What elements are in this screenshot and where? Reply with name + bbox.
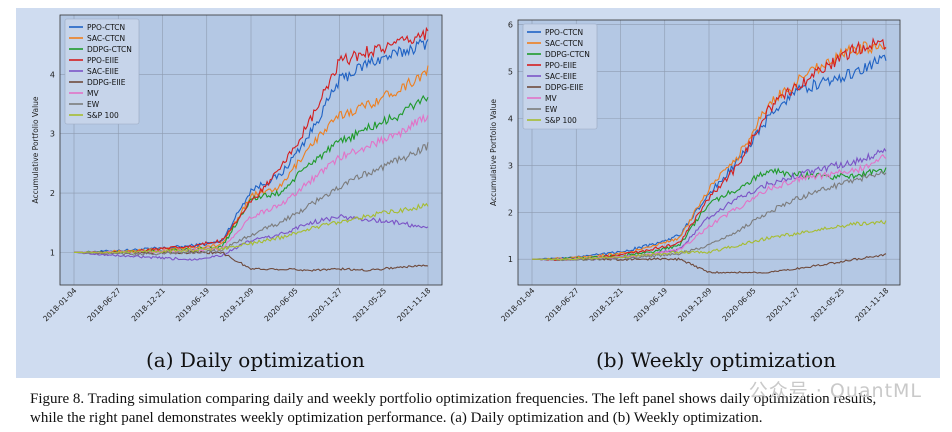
daily-legend-label: DDPG-EIIE bbox=[87, 78, 126, 87]
weekly-x-tick-label: 2021-05-25 bbox=[809, 286, 846, 323]
weekly-x-tick-label: 2021-11-18 bbox=[853, 286, 890, 323]
daily-y-tick-label: 4 bbox=[50, 70, 55, 79]
subcaption-daily: (a) Daily optimization bbox=[146, 348, 365, 372]
weekly-y-tick-label: 4 bbox=[508, 114, 513, 123]
daily-series-line bbox=[74, 142, 429, 256]
daily-legend-label: DDPG-CTCN bbox=[87, 45, 132, 54]
weekly-series-line bbox=[532, 219, 887, 261]
weekly-x-tick-label: 2019-12-09 bbox=[676, 286, 713, 323]
daily-legend-label: MV bbox=[87, 89, 99, 98]
weekly-legend-label: DDPG-CTCN bbox=[545, 50, 590, 59]
daily-legend-label: EW bbox=[87, 100, 100, 109]
daily-y-axis-label: Accumulative Portfolio Value bbox=[31, 96, 40, 203]
daily-x-tick-label: 2021-11-18 bbox=[395, 286, 432, 323]
daily-legend-label: SAC-CTCN bbox=[87, 34, 125, 43]
daily-chart: 1 2 3 4 2018-01-04 2018-06-27 2018-12-21 2019-0… bbox=[31, 14, 443, 323]
daily-x-tick-label: 2018-06-27 bbox=[85, 286, 122, 323]
weekly-y-tick-label: 3 bbox=[508, 161, 513, 170]
weekly-x-tick-label: 2020-06-05 bbox=[720, 286, 757, 323]
weekly-series-line bbox=[531, 54, 887, 260]
weekly-legend-label: EW bbox=[545, 105, 558, 114]
daily-legend-label: S&P 100 bbox=[87, 111, 119, 120]
weekly-y-tick-label: 1 bbox=[508, 255, 513, 264]
daily-x-tick-label: 2019-12-09 bbox=[218, 286, 255, 323]
weekly-x-tick-label: 2019-06-19 bbox=[632, 286, 669, 323]
weekly-legend-label: PPO-EIIE bbox=[545, 61, 577, 70]
daily-series-line bbox=[74, 202, 429, 254]
weekly-legend-label: MV bbox=[545, 94, 557, 103]
caption-line-2: while the right panel demonstrates weekl… bbox=[30, 410, 763, 426]
weekly-legend-label: PPO-CTCN bbox=[545, 28, 583, 37]
weekly-y-tick-label: 2 bbox=[508, 208, 513, 217]
daily-y-tick-label: 3 bbox=[50, 130, 55, 139]
weekly-legend-label: SAC-CTCN bbox=[545, 39, 583, 48]
daily-plot-frame bbox=[59, 14, 443, 286]
weekly-x-tick-label: 2018-01-04 bbox=[499, 286, 536, 323]
weekly-series-line bbox=[531, 170, 887, 262]
daily-legend-label: SAC-EIIE bbox=[87, 67, 119, 76]
weekly-y-axis-label: Accumulative Portfolio Value bbox=[489, 99, 498, 206]
daily-x-tick-label: 2020-11-27 bbox=[307, 286, 344, 323]
daily-legend-box bbox=[64, 18, 140, 125]
daily-x-tick-label: 2019-06-19 bbox=[174, 286, 211, 323]
daily-x-tick-label: 2018-01-04 bbox=[41, 286, 78, 323]
weekly-plot-frame bbox=[517, 19, 901, 286]
weekly-series-line bbox=[532, 41, 887, 260]
weekly-legend-box bbox=[522, 23, 598, 130]
weekly-legend-label: S&P 100 bbox=[545, 116, 577, 125]
daily-series-line bbox=[73, 65, 429, 254]
watermark-text: 公众号 · QuantML bbox=[748, 380, 922, 402]
daily-y-tick-label: 1 bbox=[50, 248, 55, 257]
figure-caption: Figure 8. Trading simulation comparing d… bbox=[30, 390, 930, 428]
weekly-x-tick-label: 2020-11-27 bbox=[765, 286, 802, 323]
daily-x-tick-label: 2021-05-25 bbox=[351, 286, 388, 323]
daily-legend-label: PPO-EIIE bbox=[87, 56, 119, 65]
weekly-legend-label: SAC-EIIE bbox=[545, 72, 577, 81]
weekly-y-tick-label: 5 bbox=[508, 68, 513, 77]
daily-x-tick-label: 2020-06-05 bbox=[262, 286, 299, 323]
caption-line-1: Figure 8. Trading simulation comparing d… bbox=[30, 391, 877, 407]
weekly-x-tick-label: 2018-06-27 bbox=[543, 286, 580, 323]
daily-legend-label: PPO-CTCN bbox=[87, 23, 125, 32]
daily-y-tick-label: 2 bbox=[50, 189, 55, 198]
subcaption-weekly: (b) Weekly optimization bbox=[596, 348, 836, 372]
weekly-legend-label: DDPG-EIIE bbox=[545, 83, 584, 92]
weekly-y-tick-label: 6 bbox=[508, 21, 513, 30]
weekly-x-tick-label: 2018-12-21 bbox=[588, 286, 625, 323]
daily-x-tick-label: 2018-12-21 bbox=[130, 286, 167, 323]
